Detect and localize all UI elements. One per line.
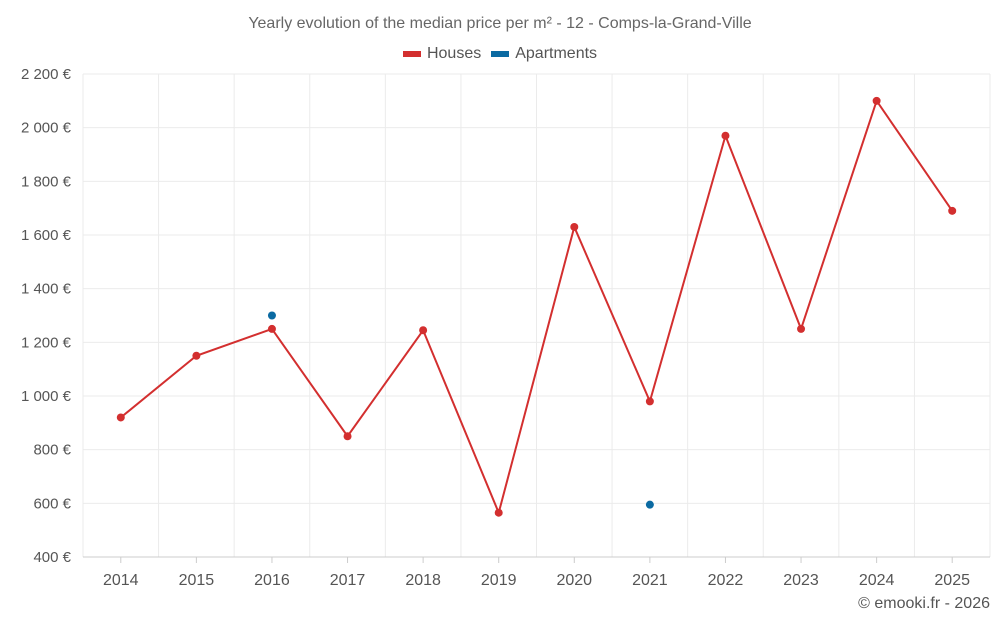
y-tick-label: 400 € <box>33 549 71 566</box>
data-point-houses-2021 <box>645 397 654 406</box>
x-tick-label: 2021 <box>632 572 668 589</box>
y-tick-label: 1 200 € <box>21 334 72 351</box>
legend-label-apartments: Apartments <box>515 45 598 62</box>
data-point-houses-2014 <box>116 413 125 422</box>
data-point-houses-2016 <box>267 324 276 333</box>
data-point-houses-2023 <box>797 324 806 333</box>
legend-item-houses[interactable]: Houses <box>402 45 482 63</box>
x-tick-label: 2014 <box>103 572 139 589</box>
x-tick-label: 2017 <box>330 572 366 589</box>
y-tick-label: 2 000 € <box>21 120 72 137</box>
data-point-houses-2022 <box>721 131 730 140</box>
data-point-apartments-2021 <box>645 500 654 509</box>
series-line-houses <box>120 98 954 516</box>
data-point-houses-2020 <box>570 222 579 231</box>
credit-text: © emooki.fr - 2026 <box>858 595 990 612</box>
data-point-houses-2015 <box>192 351 201 360</box>
x-tick-label: 2015 <box>179 572 215 589</box>
chart-legend: Houses Apartments <box>0 45 1000 63</box>
chart-title: Yearly evolution of the median price per… <box>248 15 752 32</box>
y-tick-label: 2 200 € <box>21 66 72 83</box>
x-tick-label: 2023 <box>783 572 819 589</box>
x-tick-label: 2019 <box>481 572 517 589</box>
y-tick-label: 1 800 € <box>21 173 72 190</box>
data-point-houses-2018 <box>419 326 428 335</box>
x-tick-label: 2024 <box>859 572 895 589</box>
y-tick-label: 1 600 € <box>21 227 72 244</box>
x-tick-label: 2020 <box>556 572 592 589</box>
legend-item-apartments[interactable]: Apartments <box>491 45 597 63</box>
data-point-houses-2017 <box>343 432 352 441</box>
data-point-houses-2019 <box>494 508 503 517</box>
data-point-houses-2025 <box>948 206 957 215</box>
legend-label-houses: Houses <box>426 45 482 62</box>
legend-swatch-houses <box>402 51 421 57</box>
data-point-apartments-2016 <box>267 311 276 320</box>
y-tick-label: 600 € <box>33 495 71 512</box>
x-tick-label: 2016 <box>254 572 290 589</box>
x-tick-label: 2022 <box>708 572 744 589</box>
y-tick-label: 1 400 € <box>21 281 72 298</box>
x-tick-label: 2018 <box>405 572 441 589</box>
data-point-houses-2024 <box>872 96 881 105</box>
x-tick-label: 2025 <box>934 572 970 589</box>
legend-swatch-apartments <box>491 51 510 57</box>
y-tick-label: 1 000 € <box>21 388 72 405</box>
y-tick-label: 800 € <box>33 442 71 459</box>
